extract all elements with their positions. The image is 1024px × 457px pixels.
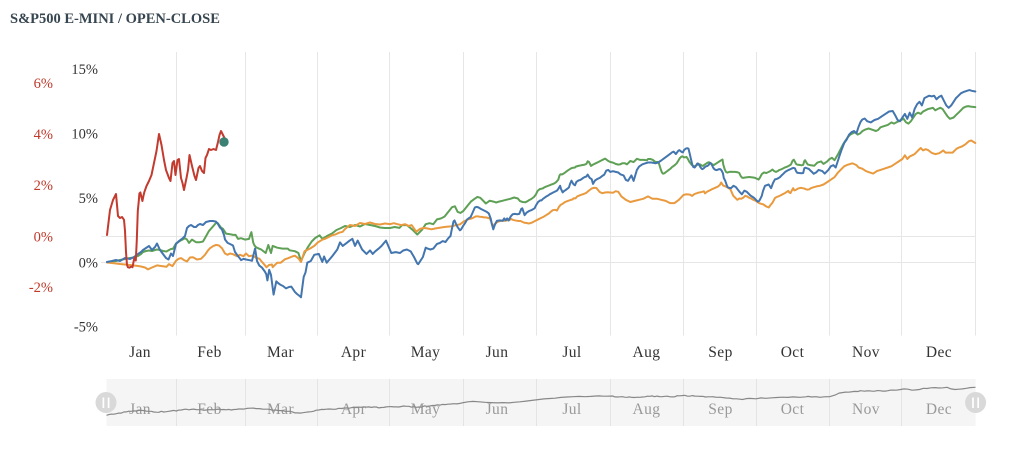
svg-text:Nov: Nov <box>852 344 880 361</box>
svg-text:Dec: Dec <box>926 401 952 418</box>
svg-text:Apr: Apr <box>341 344 367 361</box>
svg-text:2%: 2% <box>34 178 53 194</box>
svg-text:May: May <box>411 344 441 361</box>
svg-text:5%: 5% <box>79 191 98 207</box>
svg-text:Oct: Oct <box>781 344 805 361</box>
svg-text:Sep: Sep <box>708 344 732 361</box>
svg-text:Mar: Mar <box>267 401 294 418</box>
svg-text:0%: 0% <box>34 230 53 246</box>
svg-text:Sep: Sep <box>708 401 732 418</box>
svg-text:Jan: Jan <box>129 344 151 361</box>
svg-text:Jul: Jul <box>562 401 581 418</box>
svg-text:4%: 4% <box>34 127 53 143</box>
svg-text:15%: 15% <box>71 62 98 78</box>
svg-text:Nov: Nov <box>852 401 880 418</box>
svg-text:6%: 6% <box>34 76 53 92</box>
svg-text:Jun: Jun <box>486 401 509 418</box>
svg-text:Jul: Jul <box>562 344 581 361</box>
svg-text:Jun: Jun <box>486 344 509 361</box>
svg-text:-5%: -5% <box>74 320 98 336</box>
svg-text:10%: 10% <box>71 127 98 143</box>
svg-text:Dec: Dec <box>926 344 952 361</box>
svg-text:0%: 0% <box>79 256 98 272</box>
svg-text:Feb: Feb <box>197 344 221 361</box>
svg-text:Jan: Jan <box>129 401 151 418</box>
svg-text:Apr: Apr <box>341 401 367 418</box>
svg-text:May: May <box>411 401 441 418</box>
svg-text:Aug: Aug <box>633 401 661 418</box>
svg-text:Aug: Aug <box>633 344 661 361</box>
svg-text:Mar: Mar <box>267 344 294 361</box>
svg-text:S&P500 E-MINI / OPEN-CLOSE: S&P500 E-MINI / OPEN-CLOSE <box>10 11 220 27</box>
svg-text:Oct: Oct <box>781 401 805 418</box>
svg-text:-2%: -2% <box>29 280 53 296</box>
